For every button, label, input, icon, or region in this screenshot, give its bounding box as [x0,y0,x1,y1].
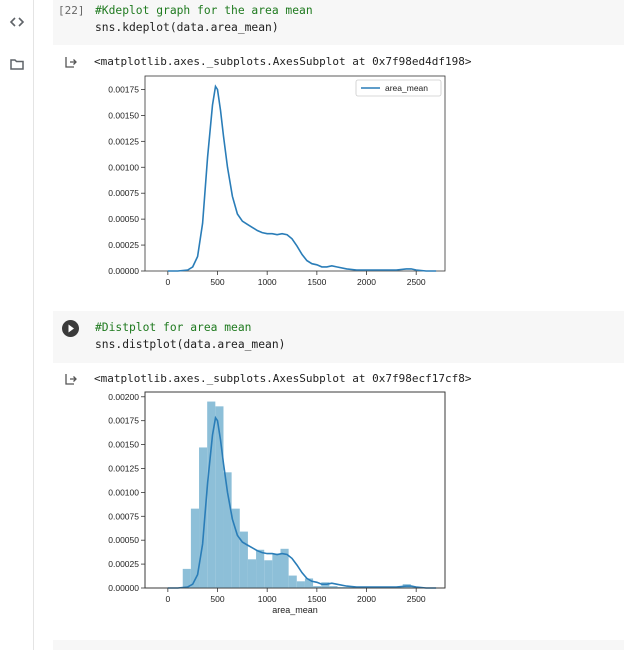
y-tick-label: 0.00050 [108,214,139,224]
y-tick-label: 0.00000 [108,266,139,276]
x-tick-label: 1000 [258,277,277,287]
histogram-bar [304,578,314,588]
y-tick-label: 0.00100 [108,162,139,172]
y-tick-label: 0.00175 [108,84,139,94]
x-tick-label: 1000 [258,594,277,604]
y-tick-label: 0.00150 [108,110,139,120]
y-tick-label: 0.00150 [108,440,139,450]
y-tick-label: 0.00075 [108,511,139,521]
code-comment: #Distplot for area mean [95,321,252,334]
y-tick-label: 0.00125 [108,463,139,473]
y-tick-label: 0.00175 [108,416,139,426]
plot-frame [144,391,446,589]
x-tick-label: 500 [210,277,224,287]
x-tick-label: 2000 [357,277,376,287]
output-arrow-icon[interactable] [64,55,78,69]
code-comment: #Kdeplot graph for the area mean [95,4,313,17]
x-tick-label: 2500 [407,594,426,604]
legend: area_mean [355,79,442,97]
x-axis-label: area_mean [272,605,318,615]
kde-plot: 0.00000 0.00025 0.00050 0.00075 0.00100 0.001… [108,75,446,287]
histogram-bar [256,549,265,588]
histogram-bar [329,586,338,588]
y-tick-label: 0.00125 [108,136,139,146]
x-tick-label: 0 [165,277,170,287]
code-cell-next[interactable] [53,640,624,650]
y-tick-label: 0.00200 [108,392,139,402]
folder-icon[interactable] [9,56,25,72]
histogram-bar [182,568,191,588]
y-tick-label: 0.00075 [108,188,139,198]
code-line: sns.kdeplot(data.area_mean) [95,21,279,34]
histogram-bar [190,508,200,588]
output-repr: <matplotlib.axes._subplots.AxesSubplot a… [94,55,472,68]
x-tick-label: 2000 [357,594,376,604]
histogram-bar [345,587,354,588]
histogram-bar [239,531,248,588]
kde-line [167,84,437,272]
histogram-bar [247,559,257,588]
x-tick-label: 1500 [307,594,326,604]
y-tick-label: 0.00025 [108,559,139,569]
histogram-bar [199,447,208,588]
histogram-bar [207,401,216,588]
histogram-bar [264,560,273,588]
histogram-bar [288,575,297,588]
histogram-bar [231,508,240,588]
code-cell-distplot[interactable] [53,311,624,363]
x-tick-label: 1500 [307,277,326,287]
output-arrow-icon[interactable] [64,372,78,386]
kde-line [167,415,437,589]
histogram-bar [337,587,346,588]
output-repr: <matplotlib.axes._subplots.AxesSubplot a… [94,372,472,385]
play-icon [68,324,74,333]
histogram-bar [215,406,224,588]
run-button[interactable] [62,320,79,337]
legend-label: area_mean [385,83,428,93]
execution-count: [22] [58,4,85,17]
left-sidebar [0,0,34,650]
code-cell-kdeplot[interactable] [53,0,624,45]
y-tick-label: 0.00100 [108,487,139,497]
x-tick-label: 0 [165,594,170,604]
histogram-bar [280,548,289,588]
histogram-bar [223,472,232,588]
code-brackets-icon[interactable] [9,14,25,30]
code-line: sns.distplot(data.area_mean) [95,338,286,351]
plot-frame [144,75,446,272]
y-tick-label: 0.00050 [108,535,139,545]
x-tick-label: 500 [210,594,224,604]
legend-box [355,79,442,97]
histogram-bar [321,582,330,588]
histogram-bar [313,586,322,588]
histogram-bar [272,553,281,588]
plot-frame-top [144,391,446,589]
x-tick-label: 2500 [407,277,426,287]
histogram-bar [296,581,305,588]
y-tick-label: 0.00000 [108,583,139,593]
distplot: 0.00000 0.00025 0.00050 0.00075 0.00100 0.001… [108,391,446,615]
y-tick-label: 0.00025 [108,240,139,250]
